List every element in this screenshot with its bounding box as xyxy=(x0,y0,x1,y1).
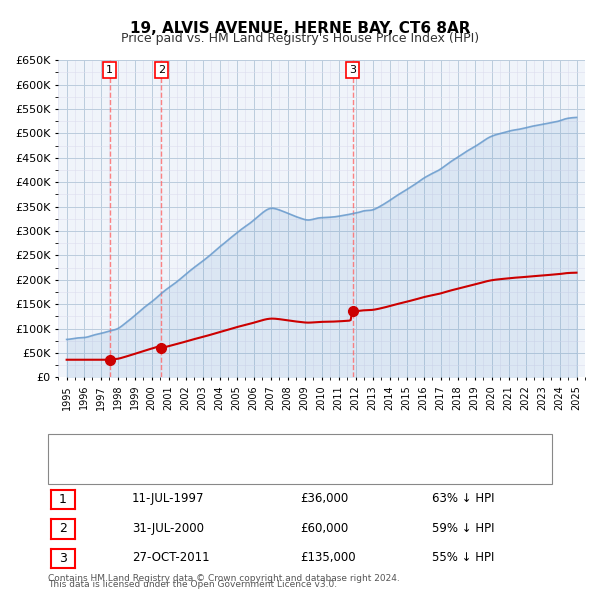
Text: 19, ALVIS AVENUE, HERNE BAY, CT6 8AR (detached house): 19, ALVIS AVENUE, HERNE BAY, CT6 8AR (de… xyxy=(111,447,416,456)
Text: Price paid vs. HM Land Registry's House Price Index (HPI): Price paid vs. HM Land Registry's House … xyxy=(121,32,479,45)
Text: £135,000: £135,000 xyxy=(300,551,356,564)
Text: 2: 2 xyxy=(158,65,165,75)
Text: This data is licensed under the Open Government Licence v3.0.: This data is licensed under the Open Gov… xyxy=(48,581,337,589)
Text: 3: 3 xyxy=(349,65,356,75)
Text: 1: 1 xyxy=(59,493,67,506)
Text: 19, ALVIS AVENUE, HERNE BAY, CT6 8AR: 19, ALVIS AVENUE, HERNE BAY, CT6 8AR xyxy=(130,21,470,35)
Text: 31-JUL-2000: 31-JUL-2000 xyxy=(132,522,204,535)
Text: 1: 1 xyxy=(106,65,113,75)
Text: 27-OCT-2011: 27-OCT-2011 xyxy=(132,551,209,564)
Text: £36,000: £36,000 xyxy=(300,492,348,505)
Text: 3: 3 xyxy=(59,552,67,565)
Text: 59% ↓ HPI: 59% ↓ HPI xyxy=(432,522,494,535)
Text: 55% ↓ HPI: 55% ↓ HPI xyxy=(432,551,494,564)
Text: 11-JUL-1997: 11-JUL-1997 xyxy=(132,492,205,505)
Text: 63% ↓ HPI: 63% ↓ HPI xyxy=(432,492,494,505)
Text: Contains HM Land Registry data © Crown copyright and database right 2024.: Contains HM Land Registry data © Crown c… xyxy=(48,574,400,583)
Text: 2: 2 xyxy=(59,522,67,536)
Text: £60,000: £60,000 xyxy=(300,522,348,535)
Text: HPI: Average price, detached house, Canterbury: HPI: Average price, detached house, Cant… xyxy=(111,464,363,474)
